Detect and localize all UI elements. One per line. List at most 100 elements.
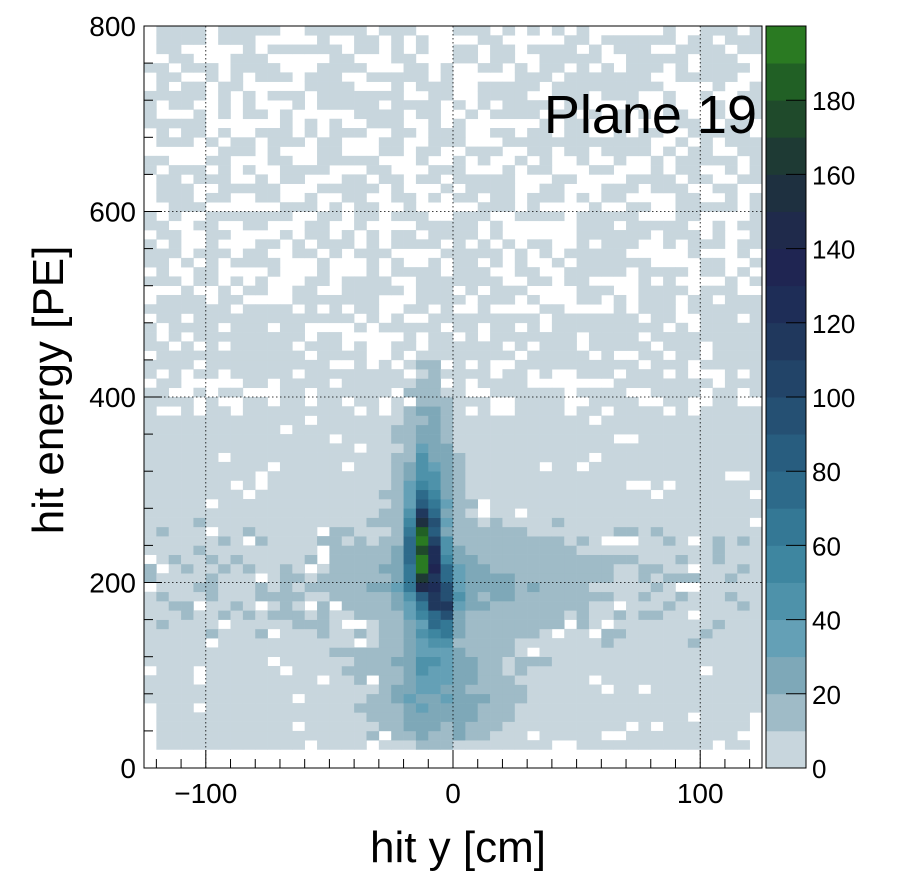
heatmap-cell (453, 434, 466, 444)
heatmap-cell (601, 591, 614, 602)
heatmap-cell (724, 332, 738, 342)
heatmap-cell (490, 721, 503, 732)
heatmap-cell (193, 536, 207, 546)
heatmap-cell (613, 684, 627, 695)
heatmap-cell (477, 304, 491, 314)
heatmap-cell (663, 526, 676, 537)
heatmap-cell (465, 44, 479, 55)
heatmap-cell (341, 675, 355, 685)
heatmap-cell (551, 582, 565, 593)
heatmap-cell (490, 536, 503, 546)
heatmap-cell (440, 183, 454, 194)
heatmap-cell (663, 471, 676, 481)
heatmap-cell (242, 638, 256, 648)
heatmap-cell (378, 554, 392, 565)
heatmap-cell (279, 638, 293, 648)
heatmap-cell (181, 415, 194, 426)
heatmap-cell (477, 239, 491, 249)
heatmap-cell (663, 90, 676, 101)
heatmap-cell (638, 406, 652, 416)
heatmap-cell (724, 508, 738, 518)
heatmap-cell (477, 712, 491, 722)
heatmap-cell (304, 499, 318, 509)
heatmap-cell (477, 471, 491, 481)
heatmap-cell (477, 369, 491, 379)
heatmap-cell (737, 434, 750, 444)
heatmap-cell (712, 434, 726, 444)
heatmap-cell (292, 397, 305, 407)
heatmap-cell (613, 183, 627, 194)
heatmap-cell (601, 63, 614, 73)
heatmap-cell (663, 573, 676, 583)
heatmap-cell (576, 146, 590, 157)
heatmap-cell (453, 693, 466, 704)
heatmap-cell (453, 359, 466, 370)
heatmap-cell (205, 359, 219, 370)
heatmap-cell (144, 211, 157, 222)
heatmap-cell (477, 480, 491, 491)
heatmap-cell (267, 601, 281, 611)
heatmap-cell (267, 721, 281, 732)
heatmap-cell (378, 415, 392, 426)
heatmap-cell (638, 721, 652, 732)
heatmap-cell (279, 675, 293, 685)
heatmap-cell (477, 452, 491, 463)
heatmap-cell (551, 638, 565, 648)
heatmap-cell (440, 285, 454, 296)
heatmap-cell (354, 610, 367, 620)
heatmap-cell (477, 601, 491, 611)
heatmap-cell (354, 489, 367, 500)
heatmap-cell (403, 656, 417, 667)
heatmap-cell (329, 137, 343, 147)
heatmap-cell (724, 554, 738, 565)
heatmap-cell (724, 183, 738, 194)
heatmap-cell (267, 554, 281, 565)
heatmap-cell (181, 703, 194, 713)
heatmap-cell (255, 443, 268, 453)
heatmap-cell (663, 183, 676, 194)
heatmap-cell (700, 257, 713, 268)
heatmap-cell (391, 424, 404, 435)
heatmap-cell (205, 656, 219, 667)
heatmap-cell (700, 461, 713, 472)
heatmap-cell (477, 730, 491, 741)
heatmap-cell (502, 703, 516, 713)
heatmap-cell (440, 128, 454, 138)
heatmap-cell (255, 675, 268, 685)
heatmap-cell (453, 192, 466, 203)
heatmap-cell (428, 294, 441, 305)
colorbar-swatch (766, 322, 806, 361)
heatmap-cell (391, 174, 404, 184)
heatmap-cell (168, 434, 182, 444)
heatmap-cell (527, 610, 540, 620)
heatmap-cell (477, 90, 491, 101)
heatmap-cell (601, 489, 614, 500)
heatmap-cell (242, 721, 256, 732)
heatmap-cell (663, 665, 676, 676)
heatmap-cell (304, 638, 318, 648)
heatmap-cell (564, 322, 577, 333)
heatmap-cell (712, 573, 726, 583)
heatmap-cell (700, 647, 713, 657)
heatmap-cell (378, 471, 392, 481)
heatmap-cell (304, 434, 318, 444)
heatmap-cell (465, 665, 479, 676)
heatmap-cell (156, 480, 170, 491)
heatmap-cell (465, 554, 479, 565)
heatmap-cell (453, 610, 466, 620)
heatmap-cell (304, 248, 318, 259)
heatmap-cell (700, 536, 713, 546)
heatmap-cell (415, 220, 429, 231)
heatmap-cell (638, 63, 652, 73)
heatmap-cell (205, 313, 219, 324)
heatmap-cell (156, 44, 170, 55)
heatmap-cell (242, 424, 256, 435)
heatmap-cell (514, 90, 528, 101)
heatmap-cell (477, 415, 491, 426)
heatmap-cell (626, 638, 639, 648)
heatmap-cell (576, 90, 590, 101)
heatmap-cell (218, 471, 231, 481)
heatmap-cell (650, 591, 664, 602)
heatmap-cell (341, 350, 355, 361)
heatmap-cell (576, 721, 590, 732)
